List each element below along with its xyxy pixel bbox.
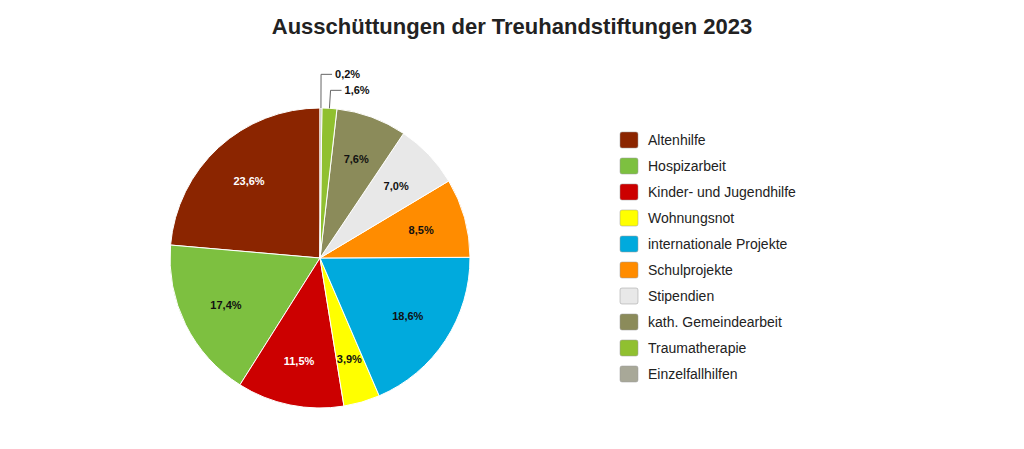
legend-swatch xyxy=(620,314,638,330)
legend-swatch xyxy=(620,210,638,226)
legend-swatch xyxy=(620,236,638,252)
legend-label: Hospizarbeit xyxy=(648,158,726,174)
data-label: 7,6% xyxy=(344,153,369,165)
data-label: 11,5% xyxy=(284,355,315,367)
legend-label: Traumatherapie xyxy=(648,340,747,356)
legend-swatch xyxy=(620,262,638,278)
legend-swatch xyxy=(620,340,638,356)
legend-label: kath. Gemeindearbeit xyxy=(648,314,782,330)
pie-slice xyxy=(320,108,322,258)
legend-label: Altenhilfe xyxy=(648,132,706,148)
legend-label: Einzelfallhilfen xyxy=(648,366,738,382)
chart: Ausschüttungen der Treuhandstiftungen 20… xyxy=(0,0,1024,449)
legend-swatch xyxy=(620,158,638,174)
pie xyxy=(170,108,470,408)
data-label: 18,6% xyxy=(392,310,423,322)
leader-line xyxy=(321,74,332,108)
data-label: 23,6% xyxy=(233,175,264,187)
pie-slice xyxy=(320,108,337,258)
data-label: 17,4% xyxy=(210,299,241,311)
pie-slice xyxy=(171,108,320,258)
legend: Altenhilfe Hospizarbeit Kinder- und Jugend… xyxy=(620,132,796,382)
legend-swatch xyxy=(620,288,638,304)
legend-label: Schulprojekte xyxy=(648,262,733,278)
data-label: 8,5% xyxy=(409,224,434,236)
legend-label: Stipendien xyxy=(648,288,714,304)
data-label: 7,0% xyxy=(384,180,409,192)
legend-label: Wohnungsnot xyxy=(648,210,734,226)
legend-swatch xyxy=(620,366,638,382)
pie-slice xyxy=(320,257,470,396)
background xyxy=(0,0,1024,449)
leader-line xyxy=(329,90,341,108)
legend-swatch xyxy=(620,132,638,148)
data-label: 3,9% xyxy=(337,353,362,365)
data-label: 1,6% xyxy=(345,84,370,96)
data-label: 0,2% xyxy=(335,68,360,80)
legend-label: internationale Projekte xyxy=(648,236,788,252)
title: Ausschüttungen der Treuhandstiftungen 20… xyxy=(272,14,752,39)
legend-swatch xyxy=(620,184,638,200)
legend-label: Kinder- und Jugendhilfe xyxy=(648,184,796,200)
data-labels: 23,6% 17,4% 11,5% 3,9% 18,6% 8,5% 7,0% 7,6% 1,6%… xyxy=(210,68,434,367)
